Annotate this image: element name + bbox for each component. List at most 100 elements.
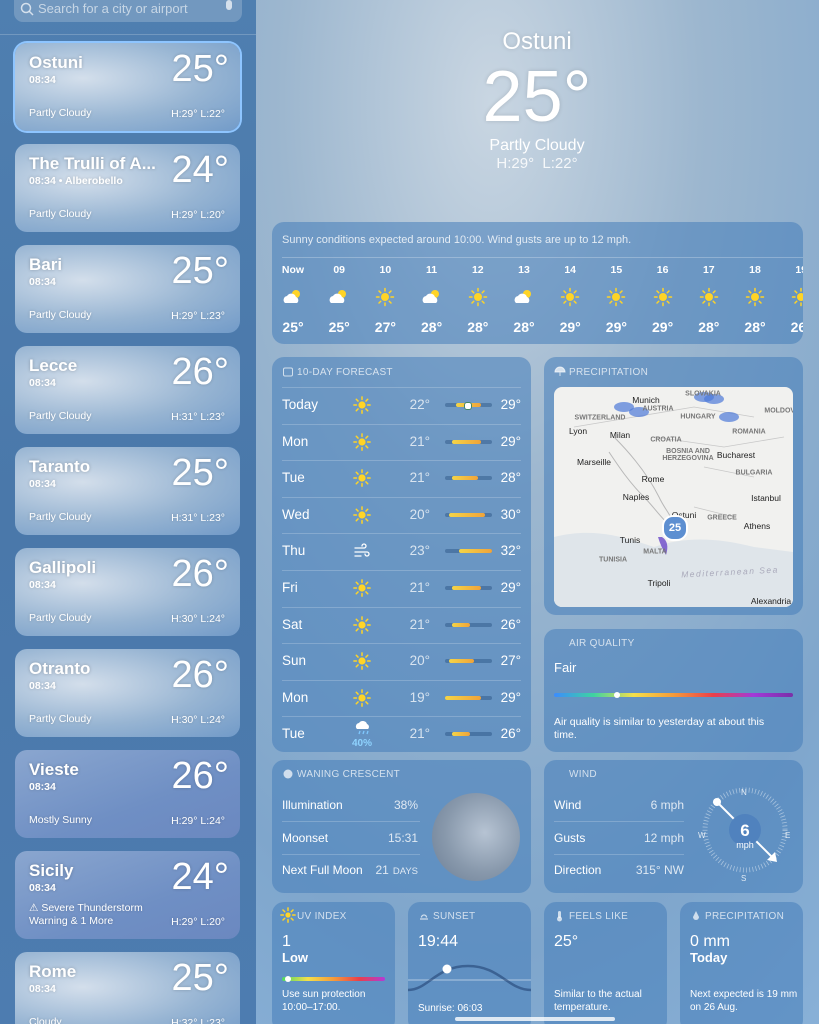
sun-ray [563, 290, 567, 294]
wind-row-divider [554, 853, 684, 855]
city-temp: 24° [171, 856, 229, 898]
sun-ray [471, 300, 475, 304]
city-time: 08:34 [29, 377, 56, 389]
hour-time: 19 [795, 264, 803, 276]
city-temp: 26° [171, 351, 229, 393]
partly-cloudy-icon [422, 290, 439, 303]
map-label: Rome [641, 474, 665, 484]
city-name: Bari [29, 255, 63, 274]
city-card[interactable]: Ostuni 08:34 Partly Cloudy H:29° L:22° 25° [15, 43, 240, 131]
city-high-low: H:29° L:22° [171, 108, 225, 120]
sunset-glyph [420, 914, 428, 920]
sun-ray [355, 664, 359, 668]
city-card[interactable]: Rome 08:34 Cloudy H:32° L:23° 25° [15, 952, 240, 1024]
city-high-low: H:29° L:24° [171, 815, 225, 827]
hour-time: 17 [702, 264, 715, 276]
sun-ray [365, 618, 369, 622]
sun-ray [794, 290, 798, 294]
umbrella [554, 366, 566, 376]
city-card[interactable]: The Trulli of A... 08:34 • Alberobello Par… [15, 144, 240, 232]
hour-temp: 29° [559, 319, 581, 335]
city-card[interactable]: Sicily 08:34 ⚠ Severe Thunderstorm Warning… [15, 851, 240, 939]
search-bar[interactable]: Search for a city or airport [14, 0, 242, 22]
map-label: ROMANIA [732, 428, 766, 436]
sun-core [358, 511, 366, 519]
city-card[interactable]: Taranto 08:34 Partly Cloudy H:31° L:23° 25° [15, 447, 240, 535]
wind-label: Wind [554, 798, 582, 812]
compass-w: W [698, 831, 706, 840]
umbrella-icon [554, 366, 566, 376]
city-high-low: H:32° L:23° [171, 1017, 225, 1024]
city-condition: Partly Cloudy [29, 309, 92, 321]
sun-icon [353, 432, 371, 451]
sun-ray [355, 581, 359, 585]
sun-path [408, 964, 531, 992]
city-card[interactable]: Vieste 08:34 Mostly Sunny H:29° L:24° 26° [15, 750, 240, 838]
hour-time: 09 [333, 264, 346, 276]
sun-ray [365, 408, 369, 412]
city-high-low: H:30° L:24° [171, 613, 225, 625]
air-quality-dot [614, 692, 620, 698]
sun-ray [619, 300, 624, 304]
moon-label: Illumination [282, 798, 343, 812]
forecast-day: Mon [282, 689, 309, 705]
rain-cell [614, 402, 634, 412]
hour-temp: 28° [744, 319, 766, 335]
hour-time: 13 [518, 264, 530, 276]
city-card[interactable]: Otranto 08:34 Partly Cloudy H:30° L:24° 26° [15, 649, 240, 737]
map[interactable]: SWITZERLAND Munich AUSTRIA SLOVAKIA HUNGARY M… [554, 387, 793, 607]
sun-ray [619, 290, 624, 294]
hour-temp: 26° [790, 319, 803, 335]
moon-value-unit: DAYS [392, 866, 418, 877]
low-temp: 23° [409, 543, 430, 559]
sun-ray [378, 300, 382, 304]
wind-label: Direction [554, 863, 602, 877]
current-city: Ostuni [502, 28, 572, 55]
city-name: Ostuni [29, 53, 83, 72]
sun-ray [365, 654, 369, 658]
current-dot [463, 402, 472, 410]
city-condition: Cloudy [29, 1016, 62, 1024]
hour-temp: 28° [467, 319, 489, 335]
map-label: Alexandria [750, 596, 792, 606]
high-temp: 30° [500, 506, 521, 522]
map-label: CROATIA [650, 436, 682, 444]
sun-ray [712, 290, 716, 294]
city-card[interactable]: Bari 08:34 Partly Cloudy H:29° L:23° 25° [15, 245, 240, 333]
sun-ray [365, 581, 369, 585]
city-condition: ⚠ Severe Thunderstorm Warning & 1 More [29, 902, 143, 927]
forecast-day: Tue [282, 726, 305, 742]
city-card[interactable]: Gallipoli 08:34 Partly Cloudy H:30° L:24° 26… [15, 548, 240, 636]
high-temp: 26° [500, 726, 521, 742]
uv-level: Low [282, 950, 308, 965]
sun-core [358, 620, 366, 629]
map-label: SWITZERLAND [574, 414, 626, 422]
cloud [329, 293, 345, 303]
high-temp: 27° [500, 653, 521, 669]
row-divider [282, 679, 521, 681]
sun-icon [353, 688, 371, 707]
sun-ray [365, 471, 369, 475]
row-divider [282, 606, 521, 608]
rain-cell [658, 537, 668, 555]
sun-icon [468, 287, 488, 307]
city-name: Otranto [29, 659, 91, 678]
sun-ray [365, 444, 369, 449]
sun-ray [365, 664, 369, 668]
sun-ray [365, 398, 369, 402]
uv-dot [285, 976, 291, 982]
location-badge: 25 [662, 515, 688, 541]
cloud [355, 721, 369, 730]
map-shapes [554, 392, 793, 607]
city-card[interactable]: Lecce 08:34 Partly Cloudy H:31° L:23° 26° [15, 346, 240, 434]
sun-core [704, 293, 713, 301]
partly-cloudy-icon [283, 290, 300, 303]
sun-ray [563, 300, 567, 304]
hour-time: Now [281, 264, 305, 276]
hourly-card: Sunny conditions expected around 10:00. … [272, 222, 803, 344]
city-temp: 25° [171, 957, 229, 999]
sun-core [612, 293, 621, 301]
rain-icon [355, 721, 369, 735]
city-time: 08:34 [29, 781, 56, 793]
